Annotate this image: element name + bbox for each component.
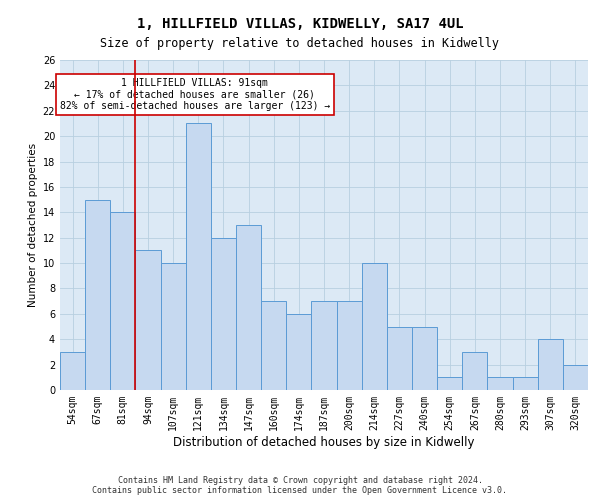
Bar [211, 238, 236, 390]
Bar [462, 352, 487, 390]
X-axis label: Distribution of detached houses by size in Kidwelly: Distribution of detached houses by size … [173, 436, 475, 448]
Bar [186, 124, 211, 390]
Bar [437, 378, 462, 390]
Bar [311, 301, 337, 390]
Bar [337, 301, 362, 390]
Bar [387, 326, 412, 390]
Bar [261, 301, 286, 390]
Bar [538, 339, 563, 390]
Bar [161, 263, 186, 390]
Bar [85, 200, 110, 390]
Text: 1, HILLFIELD VILLAS, KIDWELLY, SA17 4UL: 1, HILLFIELD VILLAS, KIDWELLY, SA17 4UL [137, 18, 463, 32]
Bar [563, 364, 588, 390]
Bar [512, 378, 538, 390]
Bar [362, 263, 387, 390]
Bar [236, 225, 261, 390]
Bar [136, 250, 161, 390]
Text: Size of property relative to detached houses in Kidwelly: Size of property relative to detached ho… [101, 38, 499, 51]
Bar [110, 212, 136, 390]
Bar [487, 378, 512, 390]
Y-axis label: Number of detached properties: Number of detached properties [28, 143, 38, 307]
Text: Contains HM Land Registry data © Crown copyright and database right 2024.
Contai: Contains HM Land Registry data © Crown c… [92, 476, 508, 495]
Bar [412, 326, 437, 390]
Text: 1 HILLFIELD VILLAS: 91sqm
← 17% of detached houses are smaller (26)
82% of semi-: 1 HILLFIELD VILLAS: 91sqm ← 17% of detac… [59, 78, 330, 112]
Bar [60, 352, 85, 390]
Bar [286, 314, 311, 390]
